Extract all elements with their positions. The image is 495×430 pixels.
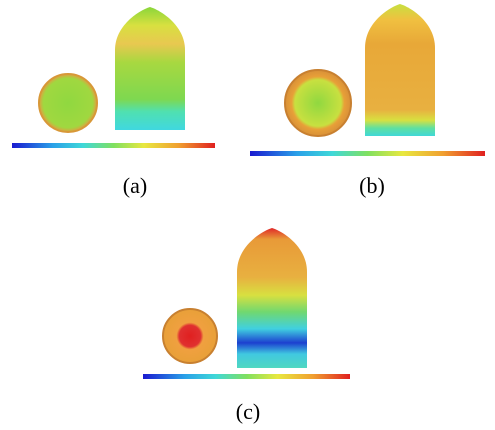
projectile — [115, 7, 185, 130]
page: {"panels": [{"caption": "(a)"}, {"captio… — [0, 0, 495, 430]
panel-c: (c) — [143, 228, 350, 424]
panel-a: (a) — [12, 7, 215, 198]
caption: (c) — [236, 399, 260, 424]
projectile — [237, 228, 307, 368]
figure: (a) (b) (c) — [0, 0, 495, 430]
colorbar — [250, 151, 485, 156]
cross-section — [285, 70, 351, 136]
cross-section — [163, 309, 217, 363]
cross-section — [39, 74, 97, 132]
colorbar — [12, 143, 215, 148]
caption: (a) — [123, 173, 147, 198]
colorbar — [143, 374, 350, 379]
projectile — [365, 4, 435, 136]
caption: (b) — [359, 173, 385, 198]
panel-b: (b) — [250, 4, 485, 198]
